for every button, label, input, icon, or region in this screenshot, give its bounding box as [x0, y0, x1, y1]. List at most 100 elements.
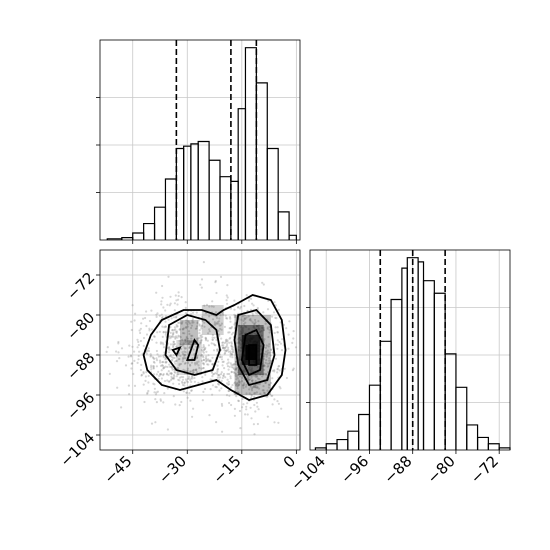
scatter-point: [170, 372, 173, 375]
scatter-point: [215, 291, 218, 295]
hist2-bin-2: [336, 438, 349, 450]
scatter-point: [130, 328, 133, 332]
scatter-point: [233, 363, 236, 366]
scatter-point: [222, 374, 225, 377]
scatter-point: [154, 398, 157, 401]
scatter-point: [184, 347, 188, 350]
scatter-point: [162, 367, 165, 370]
scatter-point: [220, 373, 223, 376]
scatter-point: [229, 350, 232, 353]
scatter-point: [191, 369, 194, 372]
scatter-point: [159, 364, 163, 367]
scatter-point: [250, 376, 253, 379]
scatter-point: [166, 428, 169, 431]
scatter-point: [245, 373, 248, 376]
scatter-point: [127, 355, 130, 358]
scatter-point: [181, 356, 185, 360]
scatter-point: [190, 361, 193, 364]
scatter-point: [181, 332, 185, 335]
scatter-point: [248, 375, 251, 378]
scatter-point: [186, 337, 189, 340]
scatter-point: [168, 348, 171, 352]
scatter-point: [236, 384, 240, 387]
scatter-point: [266, 389, 269, 392]
scatter-point: [239, 355, 242, 358]
scatter-point: [253, 433, 256, 436]
scatter-point: [257, 320, 260, 323]
scatter-point: [170, 372, 173, 375]
scatter-point: [164, 365, 167, 368]
scatter-point: [230, 403, 233, 407]
scatter-point: [276, 343, 279, 346]
scatter-point: [118, 357, 121, 360]
scatter-point: [273, 331, 276, 335]
scatter-point: [269, 361, 272, 365]
scatter-point: [229, 317, 232, 320]
scatter-point: [246, 377, 249, 381]
scatter-point: [255, 373, 258, 376]
scatter-point: [153, 335, 156, 338]
scatter-point: [229, 353, 232, 356]
scatter-point: [197, 360, 200, 363]
hist1-bin-9: [197, 140, 210, 240]
scatter-point: [254, 384, 257, 387]
scatter-point: [168, 365, 172, 368]
scatter-point: [224, 376, 227, 379]
scatter-point: [106, 346, 109, 349]
scatter-point: [155, 341, 158, 344]
scatter-point: [142, 344, 145, 347]
scatter-point: [232, 348, 235, 351]
scatter-point: [265, 353, 269, 356]
scatter-point: [152, 365, 155, 368]
scatter-point: [228, 394, 231, 397]
scatter-point: [257, 324, 260, 327]
scatter-point: [117, 340, 120, 344]
scatter-point: [172, 377, 175, 380]
scatter-point: [150, 364, 153, 367]
scatter-point: [185, 391, 188, 394]
scatter-point: [159, 355, 162, 358]
scatter-point: [225, 299, 228, 302]
scatter-point: [241, 384, 244, 387]
scatter-point: [188, 332, 191, 336]
scatter-point: [283, 367, 286, 370]
scatter-point: [139, 368, 142, 372]
scatter-point: [230, 345, 233, 348]
scatter-point: [173, 309, 176, 312]
scatter-point: [180, 400, 183, 404]
scatter-point: [264, 373, 268, 376]
scatter-point: [202, 358, 206, 362]
hist1-bin-5: [164, 178, 177, 240]
scatter-point: [241, 376, 244, 379]
scatter-point: [227, 389, 231, 393]
scatter-point: [214, 323, 217, 327]
scatter-point: [201, 335, 204, 339]
hist2-bin-15: [466, 424, 479, 450]
scatter-point: [142, 336, 146, 340]
scatter-point: [195, 368, 198, 371]
scatter-point: [268, 351, 271, 354]
scatter-point: [253, 332, 256, 335]
hist2-bin-13: [444, 353, 457, 450]
scatter-point: [149, 353, 152, 356]
scatter-point: [262, 311, 265, 314]
scatter-point: [184, 378, 187, 381]
scatter-point: [130, 362, 133, 365]
scatter-point: [261, 326, 264, 329]
joint-ytick-label-1: −80: [63, 309, 98, 344]
scatter-point: [181, 320, 184, 323]
scatter-point: [237, 341, 240, 344]
scatter-point: [169, 337, 172, 340]
scatter-point: [226, 365, 229, 368]
scatter-point: [130, 367, 133, 370]
scatter-point: [281, 338, 284, 341]
scatter-point: [174, 328, 177, 331]
hist2-xtick-label-2: −88: [380, 452, 415, 487]
scatter-point: [250, 367, 254, 370]
scatter-point: [235, 367, 238, 370]
scatter-point: [254, 385, 257, 389]
scatter-point: [217, 382, 220, 385]
scatter-point: [249, 378, 252, 381]
scatter-point: [241, 397, 244, 400]
scatter-point: [238, 382, 241, 385]
